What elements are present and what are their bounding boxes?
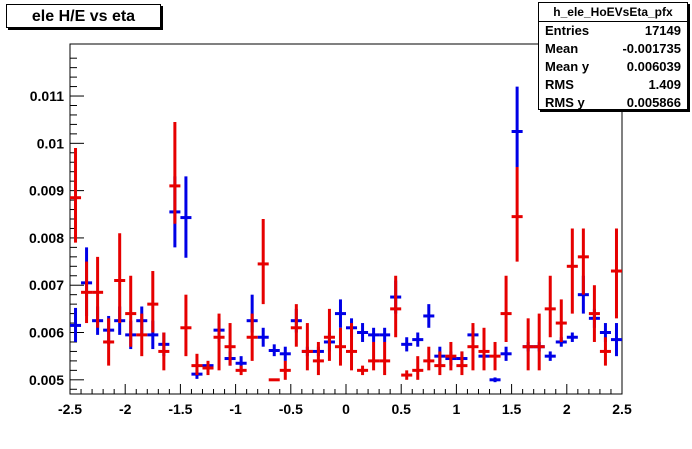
x-tick-label: -0.5 [279,401,303,417]
x-axis: -2.5 -2 -1.5 -1 -0.5 0 0.5 1 1.5 2 2.5 [58,384,632,417]
stats-label: Mean [545,41,579,56]
stats-row-rms: RMS 1.409 [539,76,687,94]
stats-row-mean-y: Mean y 0.006039 [539,58,687,76]
x-tick-label: -1.5 [168,401,192,417]
x-tick-label: 2 [563,401,571,417]
y-tick-label: 0.005 [29,372,64,388]
stats-histogram-name: h_ele_HoEVsEta_pfx [539,3,687,22]
stats-value: 17149 [644,23,681,38]
data-marks [70,86,622,383]
y-tick-label: 0.007 [29,277,64,293]
y-axis: 0.005 0.006 0.007 0.008 0.009 0.01 0.011 [29,57,84,390]
x-tick-label: 1 [453,401,461,417]
stats-box: h_ele_HoEVsEta_pfx Entries 17149 Mean -0… [538,2,688,110]
y-tick-label: 0.006 [29,325,64,341]
stats-value: 0.005866 [626,95,681,110]
stats-value: -0.001735 [622,41,681,56]
stats-value: 0.006039 [626,59,681,74]
x-tick-label: -1 [229,401,242,417]
x-tick-label: 0.5 [391,401,411,417]
stats-label: Entries [545,23,590,38]
x-tick-label: -2 [119,401,132,417]
x-tick-label: 1.5 [502,401,522,417]
y-tick-label: 0.011 [30,88,64,104]
y-tick-label: 0.009 [29,183,64,199]
stats-row-entries: Entries 17149 [539,22,687,40]
x-tick-label: 0 [342,401,350,417]
stats-label: Mean y [545,59,590,74]
stats-row-mean: Mean -0.001735 [539,40,687,58]
y-tick-label: 0.008 [29,230,64,246]
x-tick-label: 2.5 [612,401,632,417]
plot-title: ele H/E vs eta [6,4,161,28]
y-tick-label: 0.01 [37,135,64,151]
plot-frame [69,43,623,395]
stats-label: RMS y [545,95,585,110]
x-tick-label: -2.5 [58,401,82,417]
stats-row-rms-y: RMS y 0.005866 [539,94,687,112]
stats-value: 1.409 [648,77,681,92]
stats-label: RMS [545,77,574,92]
